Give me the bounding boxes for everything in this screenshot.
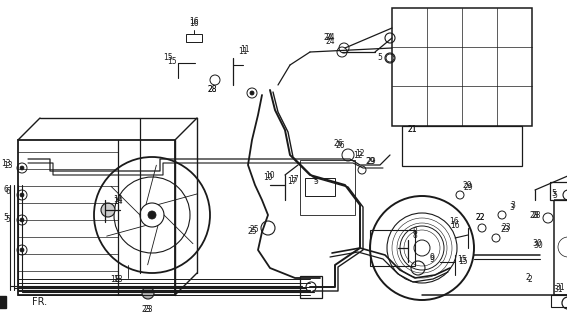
Bar	[186, 34, 202, 42]
Circle shape	[142, 287, 154, 299]
Text: 22: 22	[475, 213, 485, 222]
Bar	[554, 200, 567, 295]
Text: 29: 29	[463, 183, 473, 193]
Text: 5: 5	[314, 178, 318, 182]
Text: 13: 13	[1, 158, 11, 167]
Text: 25: 25	[247, 228, 257, 236]
Text: 16: 16	[189, 18, 199, 27]
Circle shape	[148, 211, 156, 219]
Text: 11: 11	[238, 47, 248, 57]
Text: 28: 28	[208, 85, 217, 94]
Text: 6: 6	[3, 186, 9, 195]
Text: 5: 5	[3, 213, 9, 222]
Text: 8: 8	[413, 228, 417, 236]
Circle shape	[20, 193, 24, 197]
Text: 24: 24	[325, 34, 335, 43]
Circle shape	[101, 203, 115, 217]
Text: 12: 12	[356, 148, 365, 157]
Text: 18: 18	[113, 276, 122, 284]
Polygon shape	[0, 296, 6, 308]
Circle shape	[20, 248, 24, 252]
Bar	[300, 160, 355, 215]
Text: 28: 28	[531, 211, 541, 220]
Text: 3: 3	[510, 204, 514, 212]
Text: 15: 15	[163, 53, 173, 62]
Text: 5: 5	[553, 190, 557, 199]
Bar	[300, 276, 322, 298]
Text: FR.: FR.	[32, 297, 47, 307]
Bar	[18, 140, 175, 295]
Text: 12: 12	[353, 150, 363, 159]
Text: 8: 8	[413, 230, 417, 239]
Text: 18: 18	[110, 276, 120, 284]
Text: 17: 17	[287, 178, 297, 187]
Text: 28: 28	[529, 211, 539, 220]
Text: 24: 24	[323, 34, 333, 43]
Text: 25: 25	[249, 226, 259, 235]
Text: 2: 2	[526, 274, 530, 283]
Text: 15: 15	[167, 58, 177, 67]
Text: 14: 14	[113, 196, 123, 204]
Text: 16: 16	[449, 218, 459, 227]
Text: 30: 30	[532, 238, 542, 247]
Text: 3: 3	[510, 202, 515, 211]
Text: 24: 24	[325, 37, 335, 46]
Text: 30: 30	[533, 241, 543, 250]
Text: 10: 10	[265, 171, 275, 180]
Text: 11: 11	[240, 45, 249, 54]
Bar	[392, 8, 532, 126]
Text: 6: 6	[6, 188, 10, 196]
Text: 23: 23	[143, 306, 153, 315]
Text: 22: 22	[475, 213, 485, 222]
Text: 31: 31	[555, 284, 565, 292]
Text: 21: 21	[407, 125, 417, 134]
Text: 23: 23	[500, 226, 510, 235]
Text: 31: 31	[553, 285, 563, 294]
Text: 15: 15	[457, 255, 467, 265]
Text: 9: 9	[430, 255, 434, 265]
Text: 2: 2	[528, 276, 532, 284]
Text: 16: 16	[450, 220, 460, 229]
Text: 16: 16	[189, 20, 199, 28]
Bar	[550, 182, 567, 200]
Text: 5: 5	[378, 53, 382, 62]
Text: 15: 15	[458, 258, 468, 267]
Bar	[305, 178, 335, 196]
Text: 26: 26	[335, 140, 345, 149]
Text: 29: 29	[365, 157, 375, 166]
Text: 14: 14	[113, 197, 123, 206]
Text: 10: 10	[263, 173, 273, 182]
Text: 9: 9	[430, 253, 434, 262]
Text: 29: 29	[462, 181, 472, 190]
Text: 21: 21	[407, 125, 417, 134]
Text: 28: 28	[208, 85, 217, 94]
Circle shape	[250, 91, 254, 95]
Bar	[551, 295, 567, 307]
Bar	[402, 126, 522, 166]
Text: 29: 29	[366, 157, 376, 166]
Bar	[370, 230, 415, 266]
Circle shape	[20, 218, 24, 222]
Text: 23: 23	[501, 223, 511, 233]
Circle shape	[20, 166, 24, 170]
Text: 13: 13	[3, 161, 13, 170]
Text: 23: 23	[141, 306, 151, 315]
Text: 26: 26	[333, 139, 343, 148]
Text: 5: 5	[314, 178, 319, 187]
Text: 5: 5	[552, 188, 556, 197]
Text: 5: 5	[6, 215, 10, 225]
Text: 17: 17	[289, 175, 299, 185]
